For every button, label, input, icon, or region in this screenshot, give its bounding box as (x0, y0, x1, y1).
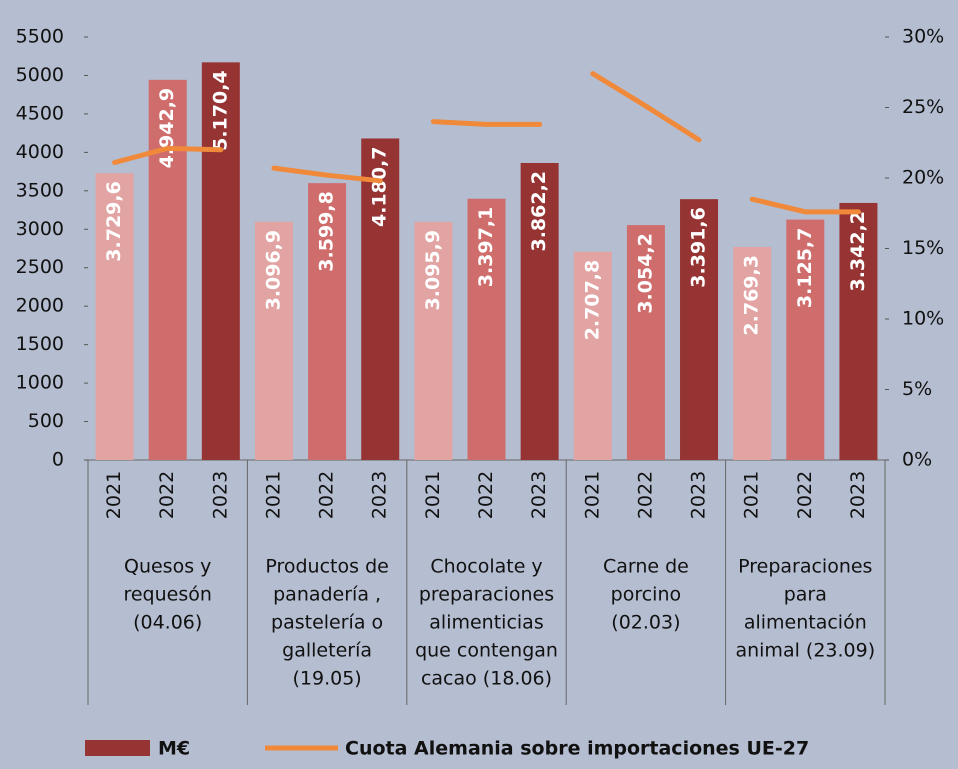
group-label: que contengan (415, 640, 558, 662)
bar (626, 225, 665, 460)
y-tick-label: 2500 (16, 256, 64, 278)
group-label: Carne de (603, 556, 689, 578)
value-label: 3.125,7 (794, 228, 816, 309)
group-label: animal (23.09) (735, 640, 875, 662)
y-tick-label: 3000 (16, 218, 64, 240)
bar (467, 198, 506, 461)
legend-swatch (85, 740, 150, 756)
line-series (112, 145, 224, 165)
value-label: 3.391,6 (688, 207, 710, 288)
group-label: Quesos y (124, 556, 211, 578)
bar (254, 221, 293, 460)
group-label: Productos de (265, 556, 388, 578)
x-tick-label: 2021 (103, 471, 125, 519)
x-tick-label: 2023 (209, 471, 231, 519)
y-tick-label: 5000 (16, 64, 64, 86)
group-label: requesón (123, 584, 211, 606)
y-tick-label: 0 (52, 449, 64, 471)
legend-label: M€ (158, 738, 190, 760)
group-label: panadería , (273, 584, 381, 606)
x-tick-label: 2021 (262, 471, 284, 519)
x-tick-label: 2022 (475, 471, 497, 519)
bar (839, 202, 878, 460)
y2-tick-label: 20% (902, 167, 944, 189)
value-label: 3.729,6 (103, 181, 125, 262)
value-label: 3.095,9 (422, 230, 444, 311)
y2-tick-label: 0% (902, 449, 932, 471)
y-tick-label: 1500 (16, 333, 64, 355)
y2-tick-label: 30% (902, 26, 944, 48)
y-tick-label: 1000 (16, 372, 64, 394)
group-label: Preparaciones (738, 556, 872, 578)
y-tick-label: 3500 (16, 179, 64, 201)
x-tick-label: 2023 (528, 471, 550, 519)
bar (201, 62, 240, 460)
group-label: (19.05) (292, 668, 361, 690)
line-series (430, 119, 543, 127)
x-tick-label: 2022 (634, 471, 656, 519)
value-label: 3.397,1 (475, 207, 497, 288)
line-series (590, 71, 702, 143)
bar (786, 219, 825, 460)
bar (680, 199, 719, 460)
value-label: 3.054,2 (634, 233, 656, 314)
y2-tick-label: 15% (902, 237, 944, 259)
x-tick-label: 2021 (422, 471, 444, 519)
group-label: Chocolate y (430, 556, 542, 578)
value-label: 3.096,9 (262, 230, 284, 311)
value-label: 3.342,2 (847, 211, 869, 292)
value-label: 4.942,9 (156, 88, 178, 169)
line-series (271, 165, 383, 184)
y2-tick-label: 10% (902, 308, 944, 330)
bar (361, 138, 400, 460)
value-label: 3.862,2 (528, 171, 550, 252)
group-label: alimentación (744, 612, 867, 634)
bar (573, 251, 612, 460)
value-label: 4.180,7 (369, 146, 391, 227)
x-tick-label: 2022 (156, 471, 178, 519)
group-label: pastelería o (271, 612, 383, 634)
y-tick-label: 2000 (16, 295, 64, 317)
y-tick-label: 4000 (16, 141, 64, 163)
group-label: (02.03) (611, 612, 680, 634)
line-series (749, 196, 861, 215)
bar (414, 221, 453, 460)
group-label: porcino (611, 584, 681, 606)
y-tick-label: 500 (28, 410, 64, 432)
y2-tick-label: 25% (902, 96, 944, 118)
y2-tick-label: 5% (902, 378, 932, 400)
x-tick-label: 2023 (369, 471, 391, 519)
x-tick-label: 2022 (794, 471, 816, 519)
bar (308, 183, 347, 461)
value-label: 2.769,3 (741, 255, 763, 336)
bar (520, 162, 559, 460)
value-label: 3.599,8 (316, 191, 338, 272)
x-tick-label: 2022 (316, 471, 338, 519)
x-tick-label: 2021 (581, 471, 603, 519)
y-tick-label: 4500 (16, 102, 64, 124)
group-label: alimenticias (429, 612, 543, 634)
y-tick-label: 5500 (16, 26, 64, 48)
bar (148, 79, 187, 460)
bar (733, 247, 772, 460)
bar (95, 173, 134, 460)
group-label: para (784, 584, 827, 606)
x-tick-label: 2021 (741, 471, 763, 519)
group-label: (04.06) (133, 612, 202, 634)
group-label: cacao (18.06) (421, 668, 552, 690)
group-label: galletería (282, 640, 372, 662)
value-label: 2.707,8 (581, 260, 603, 341)
value-label: 5.170,4 (209, 70, 231, 151)
legend-label: Cuota Alemania sobre importaciones UE-27 (345, 738, 809, 760)
group-label: preparaciones (419, 584, 554, 606)
x-tick-label: 2023 (847, 471, 869, 519)
x-tick-label: 2023 (688, 471, 710, 519)
